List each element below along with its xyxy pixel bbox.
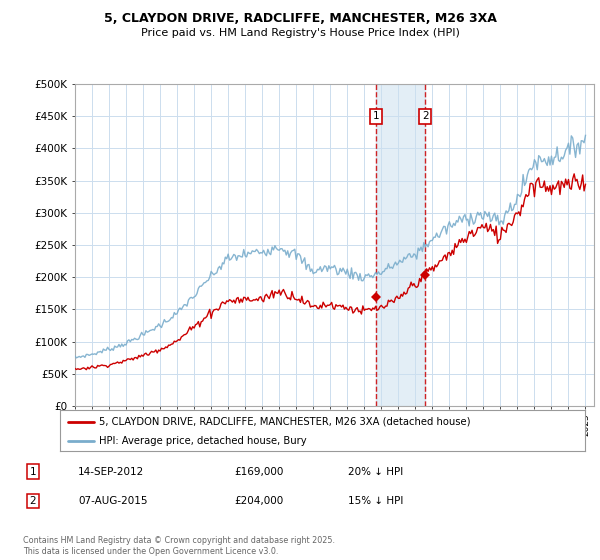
- Text: 1: 1: [29, 466, 37, 477]
- Text: Contains HM Land Registry data © Crown copyright and database right 2025.
This d: Contains HM Land Registry data © Crown c…: [23, 536, 335, 556]
- Bar: [376, 84, 425, 406]
- Text: 15% ↓ HPI: 15% ↓ HPI: [348, 496, 403, 506]
- Text: £169,000: £169,000: [234, 466, 283, 477]
- Text: 5, CLAYDON DRIVE, RADCLIFFE, MANCHESTER, M26 3XA (detached house): 5, CLAYDON DRIVE, RADCLIFFE, MANCHESTER,…: [100, 417, 471, 427]
- Text: 1: 1: [373, 111, 380, 121]
- Text: 2: 2: [422, 111, 428, 121]
- Text: 20% ↓ HPI: 20% ↓ HPI: [348, 466, 403, 477]
- Text: HPI: Average price, detached house, Bury: HPI: Average price, detached house, Bury: [100, 436, 307, 446]
- Text: Price paid vs. HM Land Registry's House Price Index (HPI): Price paid vs. HM Land Registry's House …: [140, 28, 460, 38]
- Text: 14-SEP-2012: 14-SEP-2012: [78, 466, 144, 477]
- Text: 2: 2: [29, 496, 37, 506]
- Text: £204,000: £204,000: [234, 496, 283, 506]
- Text: 07-AUG-2015: 07-AUG-2015: [78, 496, 148, 506]
- Text: 5, CLAYDON DRIVE, RADCLIFFE, MANCHESTER, M26 3XA: 5, CLAYDON DRIVE, RADCLIFFE, MANCHESTER,…: [104, 12, 496, 25]
